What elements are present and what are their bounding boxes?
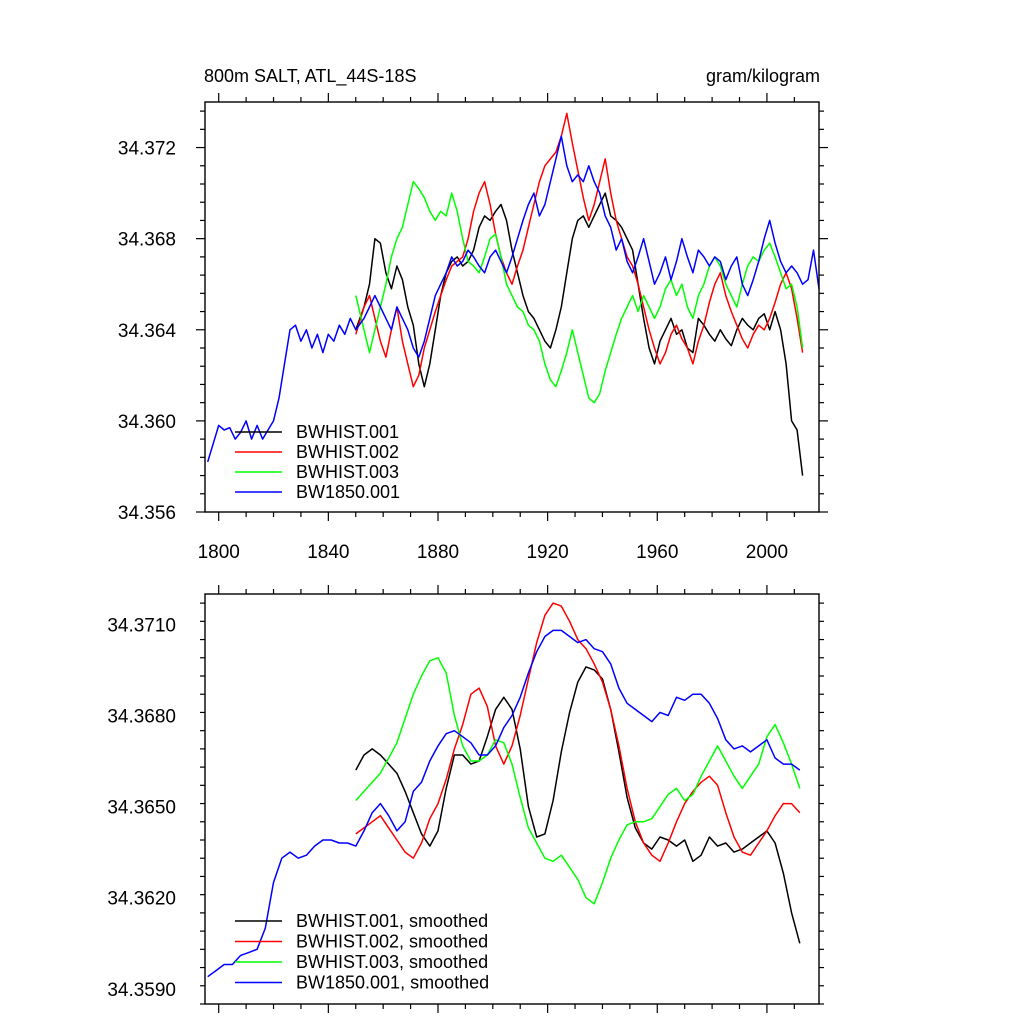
series-line — [355, 112, 804, 388]
lower-chart-ticks: 34.3590 34.3620 34.3650 34.3680 34.3710 — [107, 585, 824, 1013]
legend-label: BWHIST.002, smoothed — [296, 932, 488, 952]
y-tick-label: 34.3710 — [107, 615, 176, 636]
x-tick-label: 1800 — [198, 542, 240, 563]
y-tick-label: 34.356 — [118, 503, 176, 524]
upper-chart-units: gram/kilogram — [706, 66, 820, 86]
y-tick-label: 34.372 — [118, 139, 176, 160]
upper-chart-frame — [204, 101, 820, 513]
x-tick-label: 1920 — [526, 542, 568, 563]
y-tick-label: 34.3590 — [107, 980, 176, 1001]
x-tick-label: 1960 — [636, 542, 678, 563]
legend-label: BW1850.001, smoothed — [296, 973, 489, 993]
lower-chart-frame — [204, 593, 820, 1005]
upper-chart-series — [206, 112, 820, 476]
series-line — [355, 657, 801, 905]
x-tick-label: 2000 — [746, 542, 788, 563]
y-tick-label: 34.3680 — [107, 706, 176, 727]
y-tick-label: 34.3650 — [107, 798, 176, 819]
y-tick-label: 34.368 — [118, 230, 176, 251]
legend-label: BWHIST.002 — [296, 442, 399, 462]
series-line — [355, 180, 804, 404]
legend-label: BWHIST.001 — [296, 422, 399, 442]
y-tick-label: 34.364 — [118, 321, 177, 342]
y-tick-label: 34.360 — [118, 412, 176, 433]
upper-chart-title: 800m SALT, ATL_44S-18S — [204, 66, 416, 87]
series-line — [207, 629, 801, 978]
y-tick-label: 34.3620 — [107, 889, 176, 910]
legend-label: BWHIST.003 — [296, 462, 399, 482]
x-tick-label: 1840 — [307, 542, 349, 563]
legend-label: BWHIST.003, smoothed — [296, 952, 488, 972]
series-line — [355, 602, 801, 863]
x-tick-label: 1880 — [417, 542, 459, 563]
upper-chart-ticks: 1800 1840 1880 1920 1960 2000 34.356 34.360 34.3… — [118, 93, 828, 563]
legend-label: BWHIST.001, smoothed — [296, 911, 488, 931]
series-line — [206, 135, 820, 463]
lower-chart-series — [207, 602, 801, 978]
series-line — [355, 666, 801, 944]
series-line — [355, 192, 804, 476]
lower-chart-panel: 34.3590 34.3620 34.3650 34.3680 34.3710 BWHI… — [107, 585, 824, 1013]
legend-label: BW1850.001 — [296, 482, 400, 502]
upper-chart-panel: 800m SALT, ATL_44S-18S gram/kilogram 180… — [118, 66, 828, 563]
